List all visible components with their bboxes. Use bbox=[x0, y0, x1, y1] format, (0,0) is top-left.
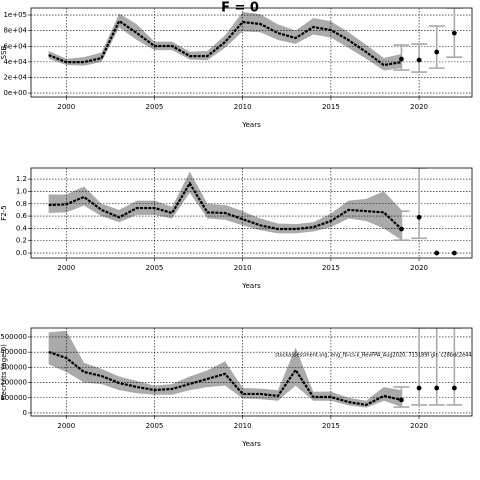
y-tick-label: 4e+04 bbox=[3, 58, 27, 66]
confidence-band bbox=[48, 330, 402, 408]
x-tick-label: 2010 bbox=[234, 103, 252, 111]
plot-area: stockassessment.org, eng_fb-cs-k_RevFPA_… bbox=[31, 328, 475, 416]
annotation: stockassessment.org, eng_fb-cs-k_RevFPA_… bbox=[275, 353, 475, 359]
projection-point bbox=[416, 57, 422, 63]
x-tick-label: 2005 bbox=[146, 264, 164, 272]
y-tick-label: 0.6 bbox=[16, 212, 28, 220]
projection-point bbox=[399, 226, 404, 232]
y-tick-label: 200000 bbox=[0, 379, 27, 387]
y-tick-label: 6e+04 bbox=[3, 42, 27, 50]
median-line bbox=[48, 181, 403, 231]
y-tick-label: 1.2 bbox=[16, 175, 27, 183]
x-tick-label: 2000 bbox=[57, 264, 75, 272]
x-axis-label: Years bbox=[241, 121, 261, 129]
projection-point bbox=[434, 49, 440, 55]
projection-point bbox=[399, 397, 404, 403]
x-tick-label: 2015 bbox=[322, 422, 340, 430]
x-tick-label: 2020 bbox=[410, 422, 428, 430]
x-tick-label: 2005 bbox=[146, 422, 164, 430]
median-line bbox=[48, 350, 402, 407]
y-tick-label: 0.2 bbox=[16, 237, 27, 245]
projection-point bbox=[451, 30, 457, 36]
x-tick-label: 2020 bbox=[410, 103, 428, 111]
x-tick-label: 2005 bbox=[146, 103, 164, 111]
plot-frame bbox=[30, 7, 473, 98]
y-tick-label: 0.0 bbox=[16, 249, 27, 257]
projection-point bbox=[451, 385, 457, 391]
y-tick-label: 1e+05 bbox=[3, 11, 27, 19]
y-tick-label: 400000 bbox=[0, 348, 27, 356]
projection-point bbox=[434, 385, 440, 391]
y-tick-label: 300000 bbox=[0, 363, 27, 371]
confidence-band bbox=[48, 171, 402, 241]
x-tick-label: 2000 bbox=[57, 422, 75, 430]
x-tick-label: 2000 bbox=[57, 103, 75, 111]
plot-area bbox=[31, 8, 472, 97]
y-tick-label: 0.4 bbox=[16, 224, 28, 232]
median-line bbox=[48, 19, 402, 67]
projection-point bbox=[399, 56, 404, 62]
x-axis-label: Years bbox=[241, 282, 261, 290]
y-axis-label: SSB bbox=[0, 45, 8, 59]
x-tick-label: 2010 bbox=[234, 264, 252, 272]
plot-frame bbox=[30, 327, 473, 417]
y-axis-label: F2-5 bbox=[0, 205, 8, 220]
x-tick-label: 2010 bbox=[234, 422, 252, 430]
y-tick-label: 0.8 bbox=[16, 200, 27, 208]
x-tick-label: 2020 bbox=[410, 264, 428, 272]
y-tick-label: 500000 bbox=[0, 333, 27, 341]
projection-point bbox=[451, 250, 457, 256]
y-axis-label: Recruits (age 0) bbox=[0, 344, 8, 400]
projection-point bbox=[416, 214, 422, 220]
y-tick-label: 100000 bbox=[0, 394, 27, 402]
y-tick-label: 2e+04 bbox=[3, 73, 27, 81]
x-axis-label: Years bbox=[241, 440, 261, 448]
x-tick-label: 2015 bbox=[322, 264, 340, 272]
y-tick-label: 8e+04 bbox=[3, 27, 27, 35]
y-tick-label: 1.0 bbox=[16, 187, 27, 195]
plot-frame bbox=[30, 167, 473, 259]
x-tick-label: 2015 bbox=[322, 103, 340, 111]
y-tick-label: 0e+00 bbox=[3, 89, 27, 97]
projection-point bbox=[434, 250, 440, 256]
projection-point bbox=[416, 385, 422, 391]
y-tick-label: 0 bbox=[23, 409, 27, 417]
plot-area bbox=[31, 168, 472, 258]
